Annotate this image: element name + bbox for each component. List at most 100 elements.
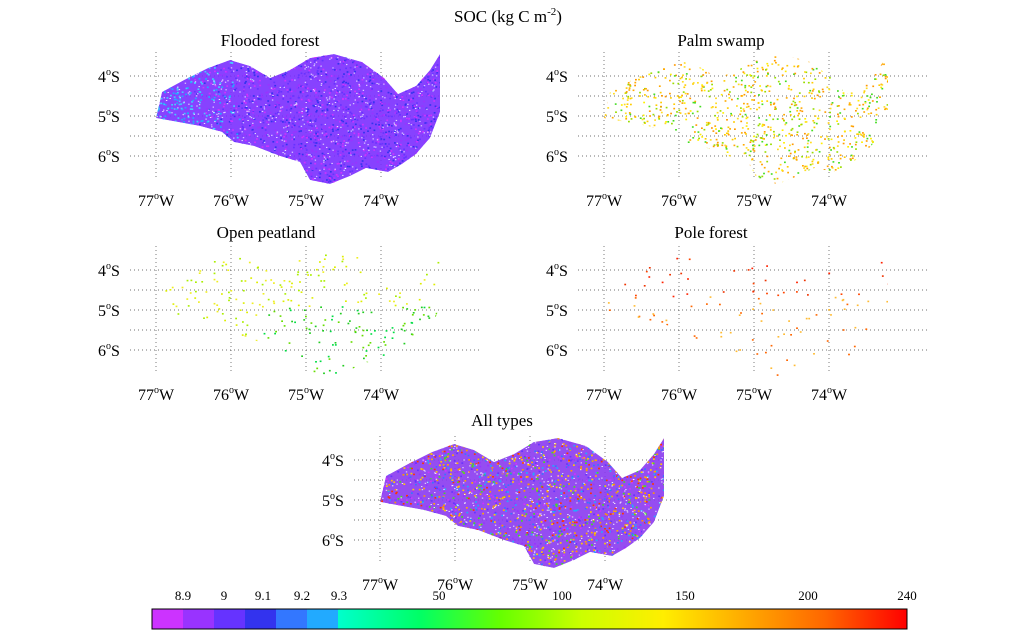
soc-point bbox=[364, 175, 367, 178]
soc-point bbox=[625, 118, 628, 120]
soc-point bbox=[581, 83, 583, 85]
soc-point bbox=[801, 110, 804, 113]
soc-point bbox=[342, 98, 344, 101]
soc-point bbox=[233, 144, 235, 146]
soc-point bbox=[593, 100, 595, 102]
soc-point bbox=[289, 179, 292, 181]
soc-point bbox=[586, 153, 588, 155]
gap-point bbox=[178, 55, 180, 56]
soc-point bbox=[414, 118, 417, 121]
soc-point bbox=[337, 321, 340, 323]
soc-point bbox=[583, 175, 585, 177]
soc-point bbox=[702, 68, 704, 71]
soc-point bbox=[800, 107, 803, 109]
soc-point bbox=[372, 131, 374, 134]
soc-point bbox=[700, 75, 703, 78]
soc-point bbox=[646, 70, 649, 72]
soc-point bbox=[140, 76, 142, 78]
soc-point bbox=[360, 105, 362, 107]
soc-point bbox=[244, 139, 247, 142]
soc-point bbox=[750, 60, 753, 62]
soc-point bbox=[268, 171, 271, 174]
soc-point bbox=[773, 130, 775, 133]
soc-point bbox=[598, 118, 600, 120]
gap-point bbox=[193, 148, 196, 150]
soc-point bbox=[290, 299, 293, 302]
soc-point bbox=[328, 168, 331, 170]
soc-point bbox=[416, 153, 419, 155]
soc-point bbox=[258, 186, 260, 188]
soc-point bbox=[252, 183, 255, 184]
soc-point bbox=[240, 170, 243, 173]
gap-point bbox=[263, 108, 266, 110]
soc-point bbox=[355, 161, 358, 164]
gap-point bbox=[165, 163, 167, 165]
gap-point bbox=[395, 125, 397, 127]
soc-point bbox=[726, 107, 729, 109]
soc-point bbox=[230, 180, 233, 183]
soc-point bbox=[744, 131, 746, 134]
soc-point bbox=[673, 107, 676, 110]
soc-point bbox=[256, 267, 259, 269]
soc-point bbox=[437, 54, 440, 55]
soc-point bbox=[628, 137, 631, 139]
soc-point bbox=[178, 64, 181, 66]
soc-point bbox=[770, 173, 773, 175]
soc-point bbox=[443, 173, 445, 175]
soc-point bbox=[146, 137, 148, 139]
soc-point bbox=[829, 77, 831, 79]
soc-point bbox=[202, 157, 204, 159]
soc-point bbox=[170, 172, 173, 175]
soc-point bbox=[287, 82, 289, 85]
soc-point bbox=[872, 179, 875, 181]
panel-title: Flooded forest bbox=[221, 31, 320, 50]
gap-point bbox=[171, 172, 173, 174]
gap-point bbox=[439, 136, 440, 137]
soc-point bbox=[253, 173, 256, 176]
soc-point bbox=[610, 151, 613, 154]
soc-point bbox=[241, 128, 244, 131]
soc-point bbox=[204, 179, 207, 181]
soc-point bbox=[273, 66, 276, 69]
soc-point bbox=[793, 65, 796, 68]
gap-point bbox=[131, 97, 132, 98]
soc-point bbox=[847, 79, 850, 81]
soc-point bbox=[863, 91, 865, 94]
gap-point bbox=[410, 84, 412, 86]
soc-point bbox=[385, 330, 388, 332]
soc-point bbox=[252, 110, 255, 113]
soc-point bbox=[685, 78, 687, 80]
soc-point bbox=[265, 117, 268, 120]
soc-point bbox=[644, 87, 646, 90]
soc-point bbox=[234, 167, 237, 170]
soc-point bbox=[594, 176, 596, 178]
soc-point bbox=[585, 80, 587, 82]
soc-point bbox=[130, 71, 132, 73]
soc-point bbox=[299, 281, 301, 283]
soc-point bbox=[378, 124, 380, 126]
soc-point bbox=[289, 97, 292, 100]
soc-point bbox=[408, 57, 411, 59]
soc-point bbox=[339, 68, 341, 71]
soc-point bbox=[198, 272, 201, 274]
soc-point bbox=[320, 162, 323, 165]
soc-point bbox=[165, 149, 167, 151]
gap-point bbox=[268, 135, 270, 137]
gap-point bbox=[210, 56, 212, 58]
soc-point bbox=[298, 97, 300, 99]
soc-point bbox=[607, 177, 610, 179]
soc-point bbox=[417, 132, 420, 135]
soc-point bbox=[721, 127, 723, 130]
region-map bbox=[165, 254, 440, 375]
soc-point bbox=[378, 62, 381, 64]
soc-point bbox=[761, 66, 764, 69]
soc-point bbox=[369, 72, 372, 74]
gap-point bbox=[378, 83, 380, 85]
soc-point bbox=[433, 100, 436, 102]
gap-point bbox=[211, 126, 213, 128]
soc-point bbox=[753, 145, 756, 147]
soc-point bbox=[643, 117, 645, 120]
gap-point bbox=[213, 112, 215, 113]
soc-point bbox=[176, 77, 179, 79]
soc-point bbox=[411, 65, 414, 67]
